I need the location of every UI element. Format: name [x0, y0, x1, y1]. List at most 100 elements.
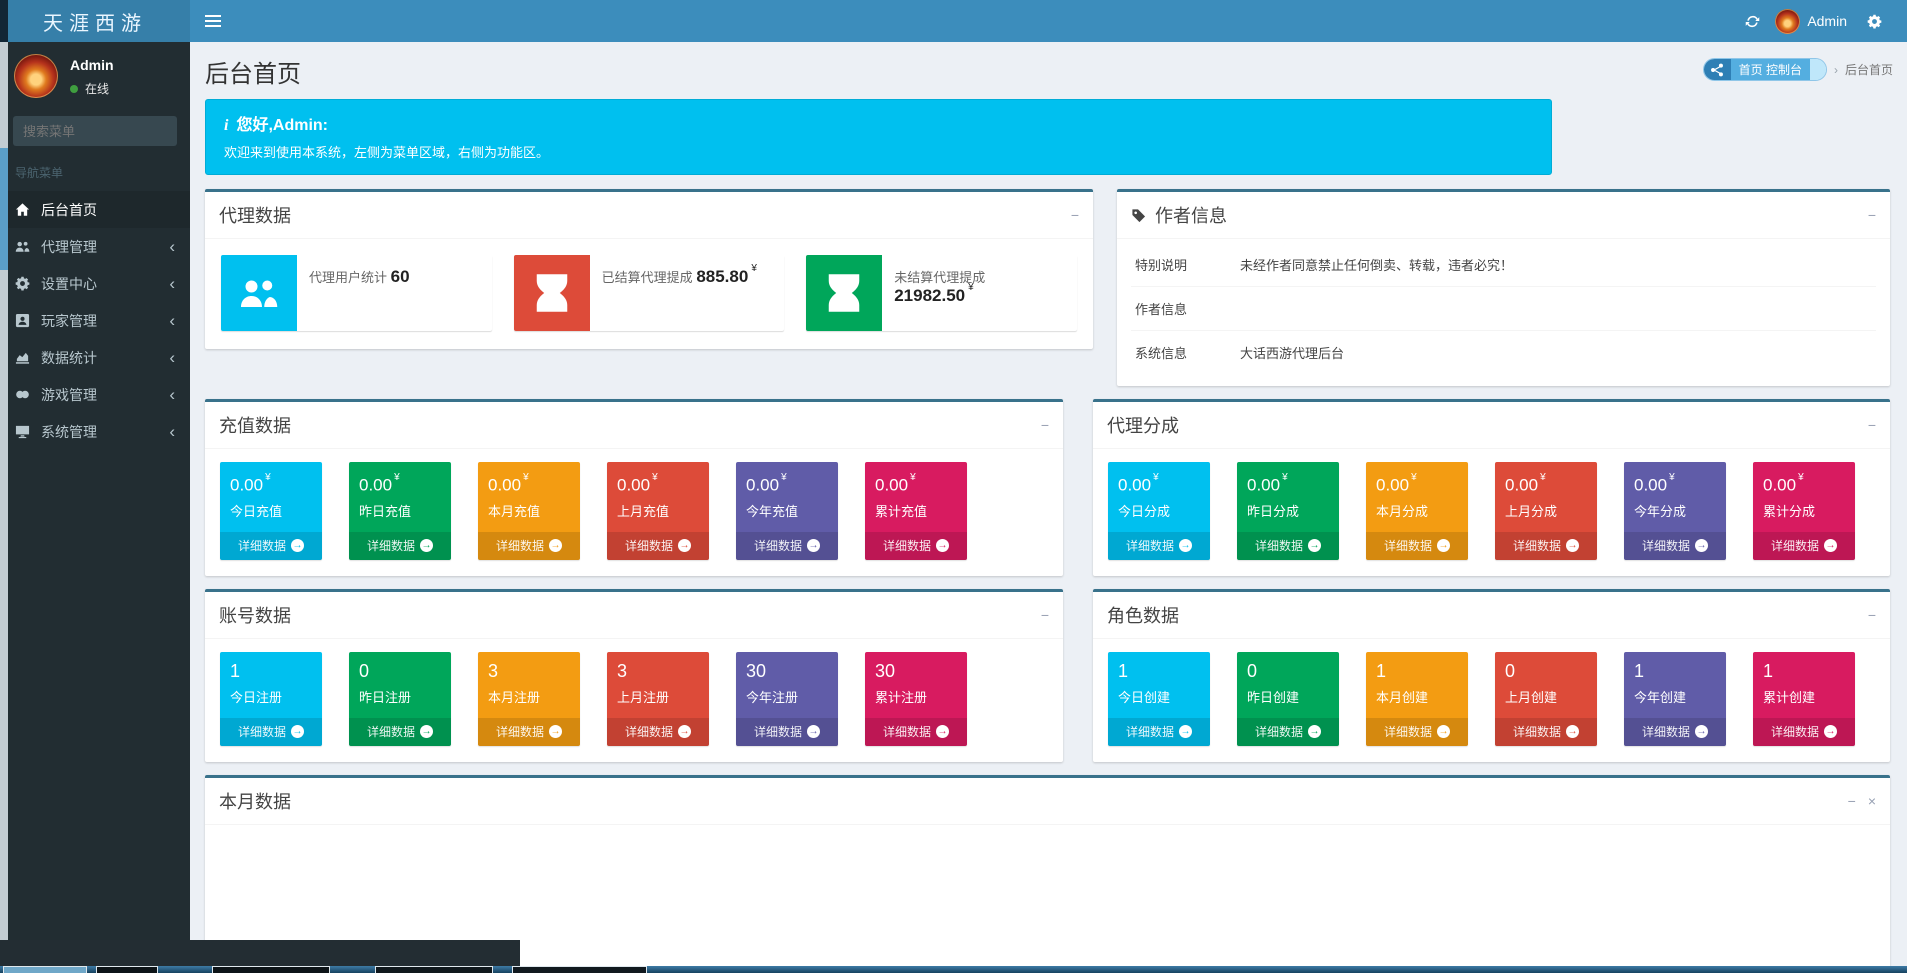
arrow-circle-right-icon: →: [1179, 538, 1192, 552]
sidebar-item-system[interactable]: 系统管理 ‹: [0, 413, 190, 450]
arrow-circle-right-icon: →: [1437, 724, 1450, 738]
edge-top: [0, 0, 8, 42]
tile-detail-link[interactable]: 详细数据 →: [865, 717, 967, 746]
panel-title: 代理数据: [219, 206, 291, 226]
sidebar-user-panel: Admin 在线: [0, 42, 190, 108]
panel-role-data: 角色数据 − 1 今日创建 详细数据 → 0 昨日创建 详细数据 → 1 本月创建 详细数…: [1093, 588, 1890, 762]
stat-tile: 0 上月创建 详细数据 →: [1495, 651, 1597, 746]
arrow-circle-right-icon: →: [1179, 724, 1192, 738]
stat-tile: 0.00 ¥ 今日充值 详细数据 →: [220, 462, 322, 560]
sidebar-item-settings[interactable]: 设置中心 ‹: [0, 265, 190, 302]
arrow-circle-right-icon: →: [1695, 724, 1708, 738]
welcome-alert: i 您好,Admin: 欢迎来到使用本系统，左侧为菜单区域，右侧为功能区。: [205, 99, 1552, 175]
sidebar: Admin 在线 导航菜单 后台首页 代理管理 ‹ 设置中心 ‹ 玩家管理 ‹: [0, 42, 190, 973]
tile-detail-link[interactable]: 详细数据 →: [607, 531, 709, 560]
tile-detail-link[interactable]: 详细数据 →: [736, 531, 838, 560]
stat-tile: 1 累计创建 详细数据 →: [1753, 651, 1855, 746]
stat-tile: 3 上月注册 详细数据 →: [607, 651, 709, 746]
stat-tile: 1 本月创建 详细数据 →: [1366, 651, 1468, 746]
tile-detail-link[interactable]: 详细数据 →: [1753, 531, 1855, 560]
hourglass-icon: [806, 255, 883, 331]
breadcrumb-current: 后台首页: [1844, 63, 1893, 77]
panel-agent-data: 代理数据 − 代理用户统计 60: [205, 189, 1093, 349]
tile-detail-link[interactable]: 详细数据 →: [1624, 717, 1726, 746]
tile-detail-link[interactable]: 详细数据 →: [478, 717, 580, 746]
tile-detail-link[interactable]: 详细数据 →: [607, 717, 709, 746]
user-menu[interactable]: Admin: [1807, 13, 1847, 29]
close-button[interactable]: ×: [1867, 792, 1876, 809]
stat-tile: 30 今年注册 详细数据 →: [736, 651, 838, 746]
tile-detail-link[interactable]: 详细数据 →: [865, 531, 967, 560]
taskbar-item: [375, 966, 493, 973]
settings-gear-icon[interactable]: [1857, 0, 1891, 42]
collapse-button[interactable]: −: [1040, 417, 1049, 433]
stat-unsettled-commission: 未结算代理提成 21982.50 ¥: [806, 255, 1078, 331]
arrow-circle-right-icon: →: [291, 538, 304, 552]
tile-detail-link[interactable]: 详细数据 →: [1495, 717, 1597, 746]
sidebar-user-status: 在线: [70, 80, 114, 97]
tile-detail-link[interactable]: 详细数据 →: [1108, 531, 1210, 560]
author-info-table: 特别说明 未经作者同意禁止任何倒卖、转载，违者必究！ 作者信息 系统信息 大话西…: [1131, 243, 1876, 374]
collapse-button[interactable]: −: [1867, 417, 1876, 433]
panel-title: 代理分成: [1107, 416, 1179, 436]
chevron-left-icon: ‹: [169, 385, 175, 404]
game-icon: [15, 387, 30, 402]
tile-detail-link[interactable]: 详细数据 →: [1366, 531, 1468, 560]
refresh-icon[interactable]: [1735, 0, 1769, 42]
sidebar-item-statistics[interactable]: 数据统计 ‹: [0, 339, 190, 376]
tile-detail-link[interactable]: 详细数据 →: [1237, 717, 1339, 746]
arrow-circle-right-icon: →: [1566, 724, 1579, 738]
collapse-button[interactable]: −: [1847, 792, 1856, 809]
stat-tile: 0.00 ¥ 上月充值 详细数据 →: [607, 462, 709, 560]
tile-detail-link[interactable]: 详细数据 →: [349, 531, 451, 560]
stat-tile: 0.00 ¥ 今年分成 详细数据 →: [1624, 462, 1726, 560]
collapse-button[interactable]: −: [1070, 207, 1079, 223]
collapse-button[interactable]: −: [1867, 606, 1876, 623]
sidebar-search: [13, 116, 177, 146]
tile-detail-link[interactable]: 详细数据 →: [1624, 531, 1726, 560]
user-avatar[interactable]: [1775, 8, 1801, 34]
tile-detail-link[interactable]: 详细数据 →: [1237, 531, 1339, 560]
hourglass-icon: [513, 255, 590, 331]
scrollbar-thumb[interactable]: [0, 148, 8, 270]
sidebar-item-home[interactable]: 后台首页: [0, 191, 190, 228]
breadcrumb-home-pill[interactable]: 首页 控制台: [1702, 58, 1827, 81]
window-edge-scrollbar[interactable]: [0, 0, 8, 973]
stat-tile: 0.00 ¥ 今年充值 详细数据 →: [736, 462, 838, 560]
tile-detail-link[interactable]: 详细数据 →: [1366, 717, 1468, 746]
users-icon: [15, 239, 30, 254]
tile-detail-link[interactable]: 详细数据 →: [220, 531, 322, 560]
chevron-left-icon: ‹: [169, 311, 175, 330]
sidebar-menu: 后台首页 代理管理 ‹ 设置中心 ‹ 玩家管理 ‹ 数据统计 ‹ 游戏管理 ‹: [0, 191, 190, 450]
table-row: 特别说明 未经作者同意禁止任何倒卖、转载，违者必究！: [1131, 243, 1876, 287]
arrow-circle-right-icon: →: [291, 724, 304, 738]
sidebar-item-agents[interactable]: 代理管理 ‹: [0, 228, 190, 265]
taskbar-strip: [0, 966, 1907, 973]
tile-detail-link[interactable]: 详细数据 →: [736, 717, 838, 746]
stat-tile: 0.00 ¥ 昨日分成 详细数据 →: [1237, 462, 1339, 560]
tile-detail-link[interactable]: 详细数据 →: [1495, 531, 1597, 560]
brand-logo[interactable]: 天涯西游: [0, 0, 190, 42]
collapse-button[interactable]: −: [1867, 207, 1876, 223]
arrow-circle-right-icon: →: [420, 724, 433, 738]
overlay-window-artifact: [0, 940, 520, 967]
tile-detail-link[interactable]: 详细数据 →: [220, 717, 322, 746]
tile-detail-link[interactable]: 详细数据 →: [478, 531, 580, 560]
sidebar-toggle-button[interactable]: [190, 0, 236, 42]
breadcrumb-separator: ›: [1833, 62, 1838, 77]
arrow-circle-right-icon: →: [807, 538, 820, 552]
stat-tile: 3 本月注册 详细数据 →: [478, 651, 580, 746]
sidebar-item-players[interactable]: 玩家管理 ‹: [0, 302, 190, 339]
arrow-circle-right-icon: →: [1308, 724, 1321, 738]
tile-detail-link[interactable]: 详细数据 →: [1753, 717, 1855, 746]
cogs-icon: [15, 276, 30, 291]
table-row: 系统信息 大话西游代理后台: [1135, 346, 1345, 361]
sidebar-item-games[interactable]: 游戏管理 ‹: [0, 376, 190, 413]
tile-detail-link[interactable]: 详细数据 →: [1108, 717, 1210, 746]
search-input[interactable]: [13, 116, 177, 146]
share-icon: [1703, 59, 1731, 80]
tile-detail-link[interactable]: 详细数据 →: [349, 717, 451, 746]
collapse-button[interactable]: −: [1040, 606, 1049, 623]
stat-tile: 0.00 ¥ 昨日充值 详细数据 →: [349, 462, 451, 560]
main-content: 后台首页 首页 控制台 › 后台首页 i 您好,Admin: 欢迎来到使用本系统，…: [190, 42, 1907, 973]
